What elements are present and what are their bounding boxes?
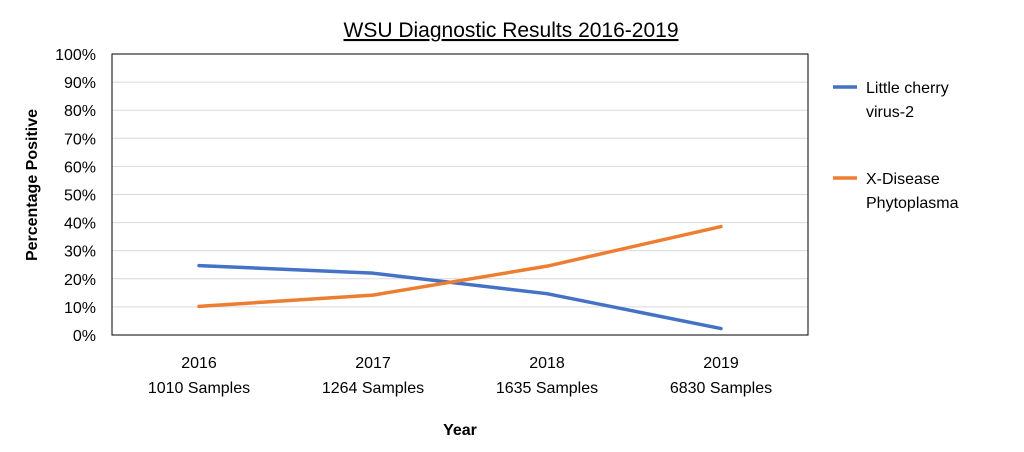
y-tick-label: 90% bbox=[64, 75, 96, 92]
x-tick-label-year: 2016 bbox=[181, 355, 217, 372]
x-tick-label-samples: 1264 Samples bbox=[322, 380, 424, 397]
y-tick-label: 70% bbox=[64, 131, 96, 148]
gridlines bbox=[111, 53, 809, 336]
x-tick-label-year: 2017 bbox=[355, 355, 391, 372]
series-line bbox=[197, 263, 723, 331]
y-tick-label: 40% bbox=[64, 216, 96, 233]
legend: Little cherry virus-2 X-Disease Phytoplasma bbox=[833, 80, 959, 212]
series-lines bbox=[197, 224, 723, 331]
x-axis-ticks: 2016 1010 Samples 2017 1264 Samples 2018 1635… bbox=[148, 355, 772, 397]
legend-label: Phytoplasma bbox=[866, 195, 959, 212]
y-tick-label: 50% bbox=[64, 188, 96, 205]
series-line bbox=[197, 224, 723, 309]
y-tick-label: 10% bbox=[64, 300, 96, 317]
x-tick-label-samples: 1635 Samples bbox=[496, 380, 598, 397]
x-tick-label-year: 2019 bbox=[703, 355, 739, 372]
y-tick-label: 0% bbox=[73, 328, 96, 345]
y-tick-label: 60% bbox=[64, 159, 96, 176]
x-tick-label-year: 2018 bbox=[529, 355, 565, 372]
x-tick-label-samples: 1010 Samples bbox=[148, 380, 250, 397]
y-tick-label: 100% bbox=[55, 47, 96, 64]
y-tick-label: 80% bbox=[64, 103, 96, 120]
y-axis-label: Percentage Positive bbox=[24, 109, 41, 261]
legend-label: virus-2 bbox=[866, 104, 914, 121]
x-tick-label-samples: 6830 Samples bbox=[670, 380, 772, 397]
plot-border bbox=[111, 53, 809, 336]
chart-title: WSU Diagnostic Results 2016-2019 bbox=[344, 19, 679, 42]
y-tick-label: 30% bbox=[64, 244, 96, 261]
legend-label: X-Disease bbox=[866, 171, 940, 188]
y-tick-label: 20% bbox=[64, 272, 96, 289]
y-axis-ticks: 0% 10% 20% 30% 40% 50% 60% 70% 80% 90% 100% bbox=[55, 47, 96, 345]
legend-label: Little cherry bbox=[866, 80, 949, 97]
x-axis-label: Year bbox=[443, 422, 477, 439]
